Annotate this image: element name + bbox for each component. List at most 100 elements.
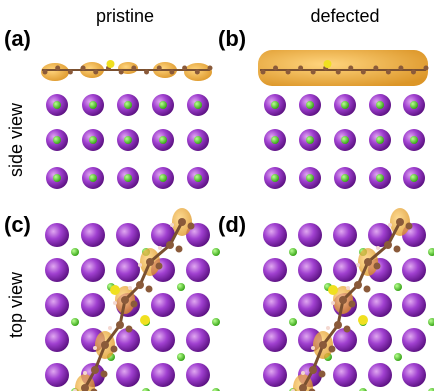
sodium-atom [263,223,287,247]
sodium-atom [116,363,140,387]
chlorine-atom [410,136,418,144]
chlorine-atom [159,174,167,182]
sodium-atom [81,223,105,247]
hydrogen-atom [158,246,162,250]
sodium-atom [402,258,426,282]
chlorine-atom [159,101,167,109]
carbon-atom [121,296,129,304]
carbon-atom [131,301,138,308]
hydrogen-atom [128,286,132,290]
sodium-atom [402,328,426,352]
chlorine-atom [124,136,132,144]
carbon-atom [81,66,86,71]
carbon-atom [329,346,336,353]
chlorine-atom [89,101,97,109]
sulfur-atom [140,315,150,325]
carbon-atom [157,66,162,71]
chlorine-atom [89,174,97,182]
sodium-atom [402,363,426,387]
carbon-atom [169,70,174,75]
sodium-atom [81,293,105,317]
carbon-atom [286,70,291,75]
carbon-atom [91,366,99,374]
carbon-atom [119,70,124,75]
hydrogen-atom [311,346,315,350]
sodium-atom [81,258,105,282]
carbon-atom [354,281,362,289]
chlorine-atom [53,136,61,144]
carbon-atom [144,70,149,75]
carbon-atom [374,263,381,270]
carbon-atom [273,66,278,71]
chlorine-atom [212,248,220,256]
sodium-atom [45,258,69,282]
sodium-atom [45,293,69,317]
sodium-atom [333,223,357,247]
sodium-atom [402,293,426,317]
chlorine-atom [271,174,279,182]
chlorine-atom [271,101,279,109]
carbon-atom [364,258,372,266]
chlorine-atom [71,318,79,326]
panel-label: (b) [218,26,246,51]
sodium-atom [186,363,210,387]
sodium-atom [45,328,69,352]
chlorine-atom [341,136,349,144]
sodium-atom [116,258,140,282]
carbon-atom [43,70,48,75]
carbon-atom [178,218,186,226]
sodium-atom [186,258,210,282]
figure: pristine defected (a) (b) (c) (d) side v… [0,0,434,391]
carbon-atom [361,70,366,75]
carbon-atom [55,66,60,71]
carbon-atom [349,301,356,308]
carbon-atom [373,66,378,71]
carbon-atom [111,346,118,353]
sodium-atom [263,293,287,317]
chlorine-atom [376,101,384,109]
carbon-atom [334,321,342,329]
chlorine-atom [177,283,185,291]
chlorine-atom [306,136,314,144]
sodium-atom [186,328,210,352]
carbon-atom [386,70,391,75]
hydrogen-atom [346,286,350,290]
carbon-atom [93,70,98,75]
carbon-atom [68,70,73,75]
carbon-atom [195,70,200,75]
carbon-atom [348,66,353,71]
hydrogen-atom [83,371,87,375]
chlorine-atom [410,101,418,109]
carbon-atom [126,326,133,333]
chlorine-atom [194,174,202,182]
carbon-atom [101,341,109,349]
carbon-atom [396,218,404,226]
sodium-atom [368,293,392,317]
hydrogen-atom [331,301,335,305]
chlorine-atom [212,318,220,326]
carbon-atom [411,70,416,75]
hydrogen-atom [301,371,305,375]
sodium-atom [186,293,210,317]
chlorine-atom [89,136,97,144]
carbon-atom [339,296,347,304]
chlorine-atom [306,101,314,109]
hydrogen-atom [138,263,142,267]
carbon-atom [101,371,108,378]
chlorine-atom [124,174,132,182]
carbon-atom [311,70,316,75]
chlorine-atom [341,101,349,109]
sodium-atom [45,363,69,387]
sodium-atom [298,293,322,317]
chlorine-atom [341,174,349,182]
chlorine-atom [376,136,384,144]
carbon-atom [319,371,326,378]
hydrogen-atom [326,326,330,330]
panel-label: (c) [4,212,31,237]
chlorine-atom [271,136,279,144]
hydrogen-atom [170,223,174,227]
chlorine-atom [71,248,79,256]
carbon-atom [136,281,144,289]
chlorine-atom [53,101,61,109]
sodium-atom [151,293,175,317]
